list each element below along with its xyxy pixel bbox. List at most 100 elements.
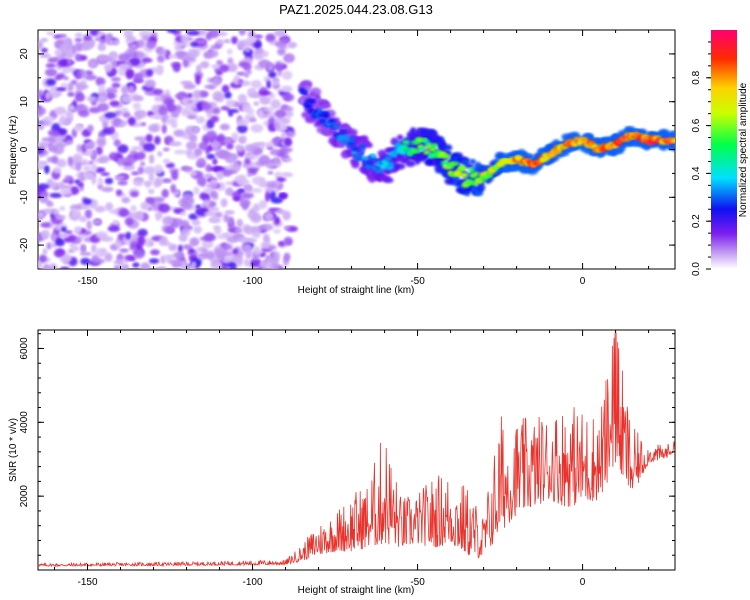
noise-speckle: [201, 238, 214, 249]
noise-speckle: [115, 189, 123, 196]
noise-speckle: [161, 115, 168, 124]
noise-speckle: [104, 112, 117, 119]
noise-speckle: [166, 118, 178, 125]
noise-speckle: [120, 94, 133, 104]
noise-speckle: [46, 78, 57, 86]
noise-speckle: [266, 182, 278, 189]
noise-speckle: [149, 240, 155, 247]
noise-speckle: [137, 228, 148, 237]
ridge-halo: [476, 184, 486, 192]
noise-speckle: [208, 30, 220, 39]
noise-speckle: [209, 166, 222, 172]
ridge-halo: [441, 144, 453, 151]
noise-speckle: [162, 216, 173, 226]
noise-speckle: [224, 210, 235, 215]
noise-speckle: [177, 244, 183, 253]
noise-speckle: [195, 74, 201, 85]
noise-speckle: [38, 147, 45, 154]
noise-speckle: [56, 158, 67, 168]
noise-speckle: [154, 94, 161, 103]
noise-speckle: [158, 203, 170, 214]
noise-speckle: [231, 36, 238, 45]
noise-speckle: [196, 64, 202, 73]
ridge-core: [318, 118, 327, 124]
noise-speckle: [193, 225, 203, 234]
noise-speckle: [280, 172, 294, 178]
noise-speckle: [41, 229, 50, 240]
noise-speckle: [45, 63, 56, 69]
colorbar-tick-label: 0.2: [691, 214, 702, 228]
noise-speckle: [65, 109, 74, 119]
noise-speckle: [56, 248, 65, 257]
noise-speckle: [98, 155, 110, 163]
noise-speckle: [119, 122, 125, 128]
noise-speckle: [216, 39, 224, 45]
noise-speckle: [51, 146, 57, 153]
y-tick-label: -20: [19, 237, 30, 252]
noise-speckle: [91, 149, 98, 157]
noise-speckle: [94, 205, 106, 213]
ridge-core: [670, 138, 675, 143]
ridge-core: [308, 99, 316, 104]
noise-speckle: [87, 124, 94, 133]
noise-speckle: [86, 95, 98, 102]
noise-speckle: [275, 109, 286, 118]
noise-speckle: [69, 204, 82, 211]
noise-speckle: [276, 208, 285, 215]
noise-speckle: [232, 161, 241, 172]
noise-speckle: [97, 95, 105, 101]
noise-speckle: [101, 248, 108, 256]
noise-speckle: [38, 124, 45, 130]
noise-speckle: [245, 249, 253, 259]
noise-speckle: [162, 158, 171, 164]
noise-speckle: [274, 171, 283, 180]
ridge-core: [404, 147, 411, 152]
ridge-core: [485, 172, 493, 178]
noise-speckle: [148, 258, 160, 264]
noise-speckle: [269, 148, 280, 156]
noise-speckle: [236, 188, 246, 193]
noise-speckle: [183, 83, 196, 90]
noise-speckle: [253, 34, 263, 39]
noise-speckle: [283, 225, 291, 231]
noise-speckle: [209, 191, 219, 199]
noise-speckle: [170, 183, 177, 194]
noise-speckle: [95, 77, 106, 86]
ridge-core: [472, 171, 479, 177]
snr-y-ticks: 6000 4000 2000: [19, 333, 675, 571]
noise-speckle: [67, 92, 75, 97]
noise-speckle: [232, 248, 239, 255]
noise-speckle: [154, 196, 165, 203]
noise-speckle: [110, 59, 118, 70]
noise-speckle: [137, 166, 144, 175]
noise-speckle: [83, 198, 92, 205]
ridge-core: [358, 150, 365, 156]
ridge-halo: [309, 91, 316, 98]
noise-speckle: [121, 85, 129, 95]
noise-speckle: [55, 238, 65, 247]
noise-speckle: [131, 146, 143, 151]
noise-speckle: [191, 219, 201, 226]
noise-speckle: [60, 226, 67, 232]
noise-speckle: [40, 161, 48, 166]
noise-speckle: [47, 129, 60, 137]
noise-speckle: [211, 107, 221, 115]
noise-speckle: [252, 203, 261, 212]
noise-speckle: [217, 133, 226, 143]
noise-speckle: [237, 39, 246, 50]
noise-speckle: [59, 253, 72, 264]
noise-speckle: [283, 236, 293, 246]
noise-speckle: [74, 41, 83, 52]
noise-speckle: [270, 99, 281, 110]
noise-speckle: [118, 53, 131, 63]
noise-speckle: [57, 181, 66, 188]
noise-speckle: [215, 92, 225, 103]
noise-speckle: [220, 169, 233, 177]
colorbar-ticks: 0.0 0.2 0.4 0.6 0.8: [691, 41, 711, 276]
noise-speckle: [104, 177, 114, 185]
noise-speckle: [144, 79, 156, 89]
noise-speckle: [56, 87, 67, 92]
noise-speckle: [122, 112, 131, 118]
noise-speckle: [139, 30, 152, 38]
noise-speckle: [156, 54, 165, 63]
